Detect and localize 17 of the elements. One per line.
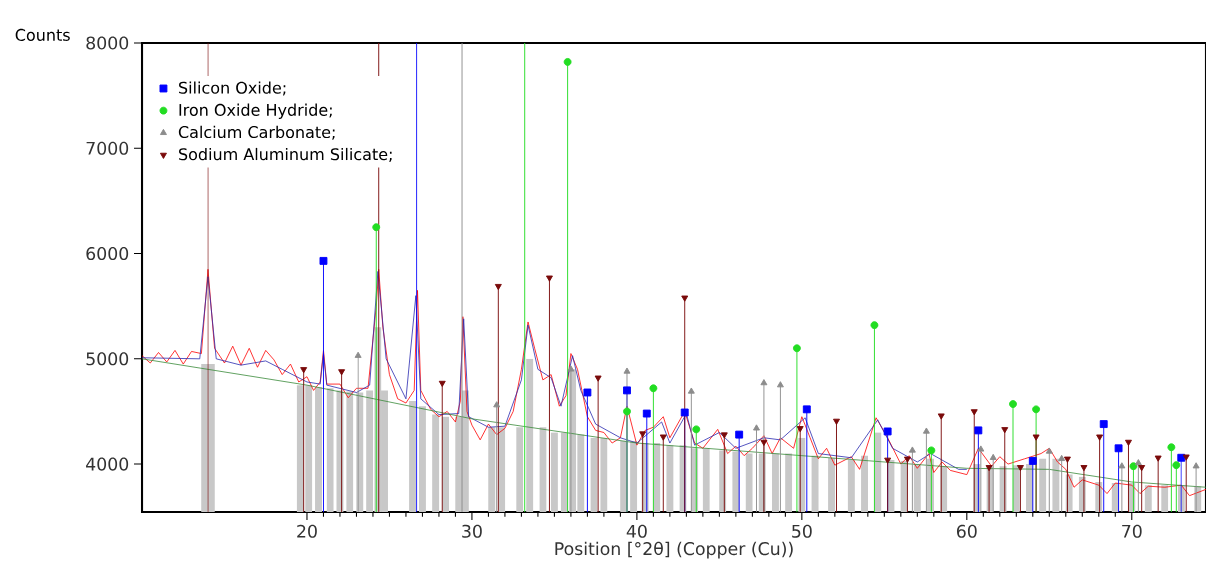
y-tick-label: 6000 (86, 246, 129, 261)
y-axis-title: Counts (15, 28, 70, 41)
legend-label: Calcium Carbonate; (178, 125, 335, 140)
x-tick-label: 30 (462, 524, 482, 538)
x-tick-label: 40 (626, 524, 647, 538)
y-tick-label: 5000 (86, 352, 129, 366)
x-axis-title: Position [°2θ] (Copper (Cu)) (555, 541, 793, 559)
legend-label: Iron Oxide Hydride; (179, 103, 332, 120)
x-tick-label: 70 (1122, 524, 1142, 538)
y-tick-label: 7000 (86, 141, 129, 155)
y-tick-label: 4000 (86, 457, 129, 471)
legend-label: Sodium Aluminum Silicate; (179, 147, 392, 162)
legend-label: Silicon Oxide; (179, 81, 286, 96)
x-tick-label: 20 (297, 524, 317, 538)
x-tick-label: 50 (792, 524, 812, 538)
x-tick-label: 60 (957, 524, 977, 538)
y-tick-label: 8000 (86, 36, 129, 50)
